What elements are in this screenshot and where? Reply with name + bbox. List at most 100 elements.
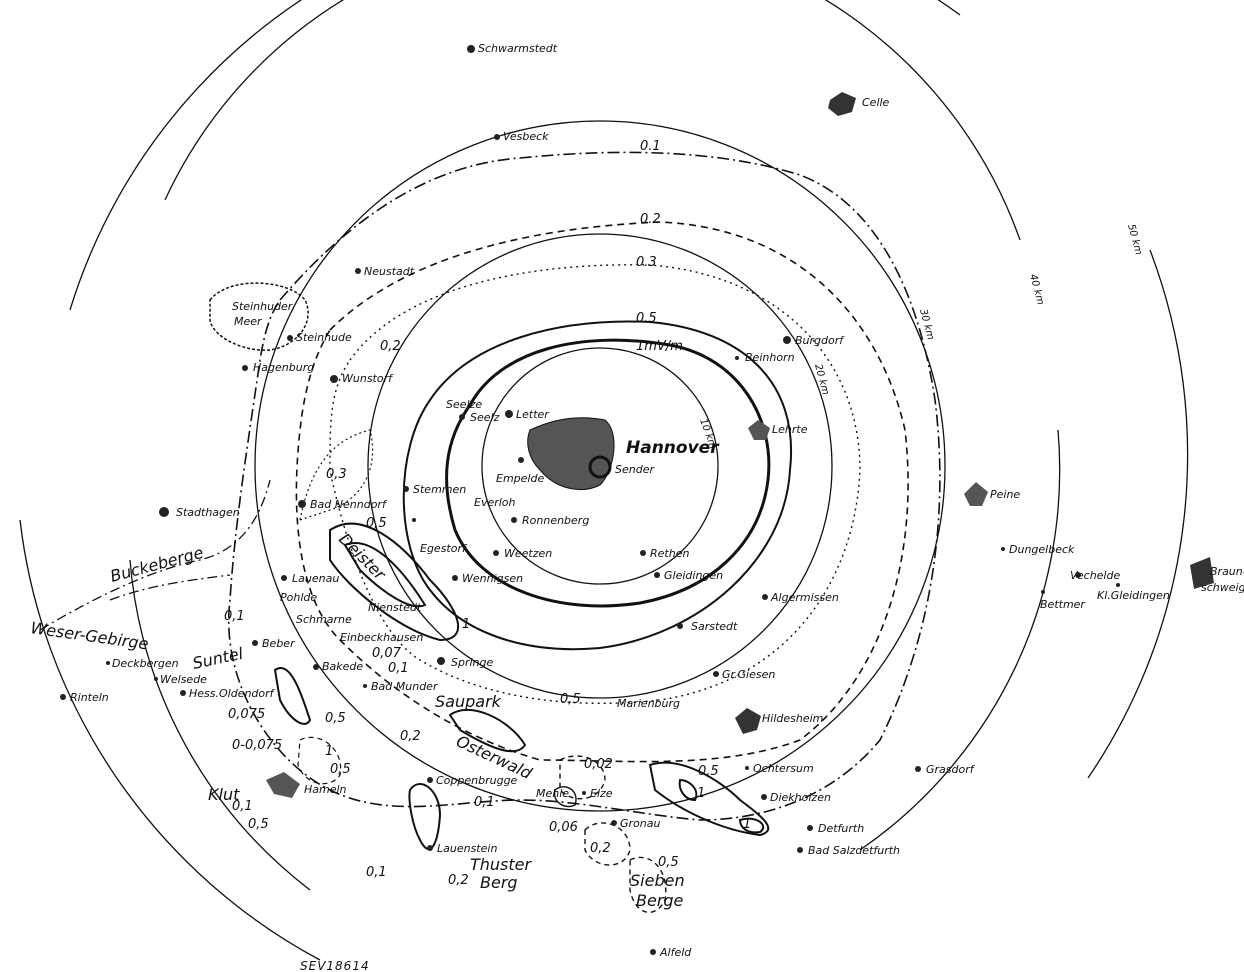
town-marker <box>154 677 158 681</box>
contour-value: 0,5 <box>325 711 346 726</box>
figure-code: SEV18614 <box>300 959 370 972</box>
town-label: Weetzen <box>504 547 552 560</box>
town-label: Gleidingen <box>664 569 723 582</box>
town-label: Vechelde <box>1070 569 1120 582</box>
town-label: Hameln <box>304 783 347 796</box>
settlements <box>209 92 1214 798</box>
town-marker <box>493 550 499 556</box>
contour-value: 0,5 <box>658 855 679 870</box>
contour-value: 0,06 <box>549 820 578 835</box>
contour-label-0-5: 0.5 <box>636 311 657 326</box>
sieben-berge-contour <box>629 856 667 913</box>
town-marker <box>677 623 683 629</box>
town-marker <box>437 657 445 665</box>
contour-0-3 <box>329 264 861 705</box>
contour-0-1 <box>228 151 941 821</box>
town-label: Elze <box>590 787 613 800</box>
contour-value: 0,5 <box>330 762 351 777</box>
suntel-contour <box>273 667 312 725</box>
town-marker <box>287 335 293 341</box>
region-label: Weser-Gebirge <box>29 618 149 653</box>
town-label: Celle <box>862 96 890 109</box>
town-label: Steinhuder <box>232 300 294 313</box>
steinhuder-meer <box>209 282 309 351</box>
town-label: Rethen <box>650 547 689 560</box>
town-label: Stemmen <box>413 483 466 496</box>
contour-value: 0,1 <box>232 799 253 814</box>
town-marker <box>355 268 361 274</box>
saupark-contour <box>448 708 527 753</box>
contour-value: 0,2 <box>448 873 469 888</box>
town-label: Neustadt <box>364 265 415 278</box>
town-label: Lauenau <box>292 572 339 585</box>
town-label: Peine <box>990 488 1020 501</box>
town-marker <box>330 375 338 383</box>
town-marker <box>650 949 656 955</box>
region-label: Thuster <box>470 855 533 874</box>
town-label: Mehle <box>536 787 569 800</box>
diekholzen-inner <box>678 778 698 802</box>
region-label: Suntel <box>191 644 245 673</box>
town-label: Wennigsen <box>462 572 523 585</box>
town-markers <box>60 45 1120 955</box>
town-label: Seelze <box>446 398 482 411</box>
town-label: Pohlde <box>280 591 317 604</box>
contour-label-0-1: 0.1 <box>640 139 661 154</box>
ring-50km <box>19 0 1189 961</box>
town-marker <box>915 766 921 772</box>
town-label: Steinhude <box>296 331 352 344</box>
contour-value: 0,1 <box>224 609 245 624</box>
town-label: Bad Nenndorf <box>310 498 388 511</box>
town-marker <box>1001 547 1005 551</box>
contour-value: 1 <box>743 817 751 832</box>
town-label: Welsede <box>160 673 207 686</box>
town-marker <box>159 507 169 517</box>
hannover-label: Hannover <box>626 438 720 458</box>
town-label: Bakede <box>322 660 363 673</box>
town-marker <box>735 356 739 360</box>
town-marker <box>1075 572 1081 578</box>
contour-value: 0,2 <box>380 339 401 354</box>
town-label: Alfeld <box>659 946 692 959</box>
town-label: schweig <box>1201 581 1244 594</box>
braunschweig-shape <box>1190 557 1214 589</box>
contour-value: 0,1 <box>388 661 409 676</box>
local-contours <box>273 522 770 913</box>
contour-value: 0,2 <box>590 841 611 856</box>
coppenbrugge-contour <box>408 783 442 851</box>
town-label: Egestorf <box>420 542 468 555</box>
town-marker <box>60 694 66 700</box>
town-marker <box>518 457 524 463</box>
town-label: Ronnenberg <box>522 514 589 527</box>
mehle-contour <box>553 786 577 808</box>
town-label: Bad Munder <box>371 680 439 693</box>
town-label: Diekholzen <box>770 791 831 804</box>
contour-west-a <box>39 479 271 631</box>
region-label: Buckeberge <box>108 543 205 586</box>
contour-value: 0,5 <box>560 692 581 707</box>
town-label: Burgdorf <box>795 334 845 347</box>
town-label: Einbeckhausen <box>340 631 423 644</box>
town-label: Gr.Giesen <box>722 668 775 681</box>
town-label: Marienburg <box>617 697 680 710</box>
town-marker <box>511 517 517 523</box>
contour-value: 0,02 <box>584 757 613 772</box>
town-marker <box>1116 583 1120 587</box>
town-label: Hildesheim <box>762 712 823 725</box>
town-marker <box>582 791 586 795</box>
town-label: Springe <box>451 656 493 669</box>
sender-label: Sender <box>615 463 655 476</box>
region-label: Berge <box>636 891 684 910</box>
town-label: Bettmer <box>1040 598 1086 611</box>
town-label: Letter <box>516 408 550 421</box>
town-marker <box>761 794 767 800</box>
hameln-shape <box>266 772 300 798</box>
ring-label-40km: 40 km <box>1027 273 1046 306</box>
town-label: Grasdorf <box>926 763 976 776</box>
town-marker <box>783 336 791 344</box>
detfurth-inner <box>738 817 765 834</box>
town-marker <box>505 410 513 418</box>
town-label: Lehrte <box>772 423 808 436</box>
town-label: Braun- <box>1210 565 1244 578</box>
